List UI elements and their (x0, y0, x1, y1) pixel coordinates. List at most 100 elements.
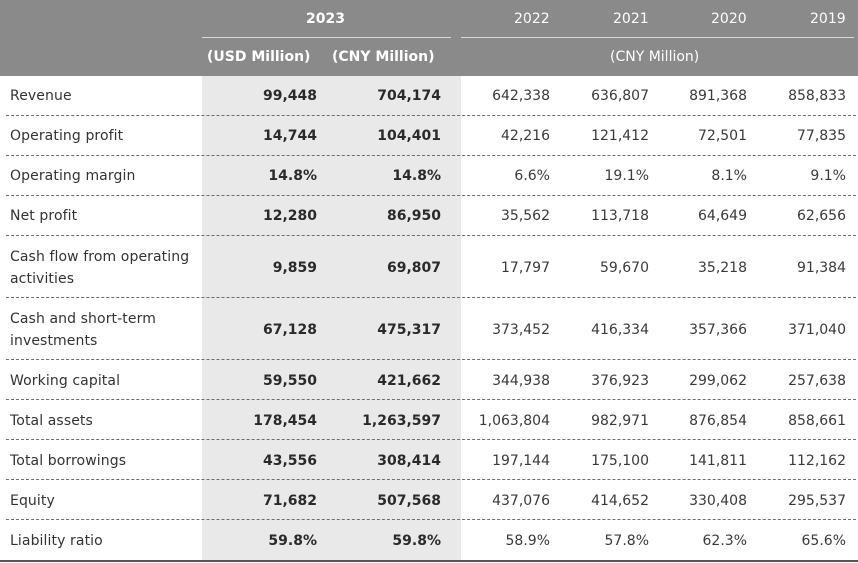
header-cny-million: (CNY Million) (332, 49, 435, 65)
header-year-2021: 2021 (613, 11, 649, 27)
table-bottom-border (0, 560, 858, 562)
table-row: Liability ratio 59.8% 59.8% 58.9% 57.8% … (0, 520, 858, 560)
value-2023-usd: 9,859 (272, 260, 317, 276)
table-row: Total borrowings 43,556 308,414 197,144 … (0, 440, 858, 480)
value-2021: 175,100 (591, 453, 649, 469)
value-2023-cny: 421,662 (377, 373, 441, 389)
header-year-2019: 2019 (810, 11, 846, 27)
value-2022: 642,338 (492, 88, 550, 104)
value-2019: 77,835 (797, 128, 846, 144)
value-2019: 62,656 (797, 208, 846, 224)
value-2022: 6.6% (514, 168, 550, 184)
value-2023-cny: 86,950 (386, 208, 441, 224)
value-2021: 416,334 (591, 322, 649, 338)
value-2020: 64,649 (698, 208, 747, 224)
row-label: Total borrowings (10, 453, 127, 469)
value-2023-usd: 67,128 (262, 322, 317, 338)
row-label: Working capital (10, 373, 121, 389)
value-2020: 330,408 (689, 493, 747, 509)
row-divider (6, 235, 856, 236)
value-2022: 1,063,804 (478, 413, 550, 429)
value-2023-cny: 308,414 (377, 453, 441, 469)
value-2022: 437,076 (492, 493, 550, 509)
value-2023-cny: 507,568 (377, 493, 441, 509)
value-2022: 42,216 (501, 128, 550, 144)
table-row: Cash and short-term investments 67,128 4… (0, 298, 858, 360)
header-history-divider (461, 37, 854, 38)
row-label: Operating profit (10, 128, 124, 144)
value-2021: 121,412 (591, 128, 649, 144)
value-2023-cny: 59.8% (392, 533, 441, 549)
value-2019: 295,537 (788, 493, 846, 509)
row-divider (6, 155, 856, 156)
value-2023-usd: 59.8% (268, 533, 317, 549)
value-2021: 414,652 (591, 493, 649, 509)
value-2021: 982,971 (591, 413, 649, 429)
value-2023-usd: 14,744 (262, 128, 317, 144)
value-2021: 57.8% (604, 533, 649, 549)
value-2022: 35,562 (501, 208, 550, 224)
value-2023-cny: 1,263,597 (362, 413, 441, 429)
value-2019: 257,638 (788, 373, 846, 389)
value-2023-usd: 43,556 (262, 453, 317, 469)
row-divider (6, 519, 856, 520)
header-usd-million: (USD Million) (207, 49, 311, 65)
table-row: Working capital 59,550 421,662 344,938 3… (0, 360, 858, 400)
value-2023-cny: 475,317 (377, 322, 441, 338)
value-2022: 344,938 (492, 373, 550, 389)
row-divider (6, 195, 856, 196)
row-divider (6, 359, 856, 360)
value-2021: 376,923 (591, 373, 649, 389)
row-label: Cash flow from operating activities (10, 249, 190, 287)
value-2019: 858,661 (788, 413, 846, 429)
row-label: Revenue (10, 88, 72, 104)
table-row: Operating profit 14,744 104,401 42,216 1… (0, 116, 858, 156)
value-2020: 35,218 (698, 260, 747, 276)
table-row: Operating margin 14.8% 14.8% 6.6% 19.1% … (0, 156, 858, 196)
value-2023-cny: 14.8% (392, 168, 441, 184)
table-row: Cash flow from operating activities 9,85… (0, 236, 858, 298)
value-2022: 58.9% (505, 533, 550, 549)
year-2023-column-shading (202, 76, 461, 561)
header-year-2023: 2023 (306, 11, 345, 27)
row-divider (6, 479, 856, 480)
value-2023-cny: 704,174 (377, 88, 441, 104)
value-2020: 891,368 (689, 88, 747, 104)
value-2022: 373,452 (492, 322, 550, 338)
value-2020: 299,062 (689, 373, 747, 389)
value-2023-cny: 69,807 (386, 260, 441, 276)
value-2019: 91,384 (797, 260, 846, 276)
row-label: Operating margin (10, 168, 136, 184)
header-2023-divider (202, 37, 451, 38)
row-label: Liability ratio (10, 533, 103, 549)
header-year-2020: 2020 (711, 11, 747, 27)
value-2023-usd: 14.8% (268, 168, 317, 184)
header-year-2022: 2022 (514, 11, 550, 27)
value-2021: 636,807 (591, 88, 649, 104)
table-row: Total assets 178,454 1,263,597 1,063,804… (0, 400, 858, 440)
value-2023-usd: 178,454 (253, 413, 317, 429)
row-label: Net profit (10, 208, 78, 224)
value-2023-usd: 71,682 (262, 493, 317, 509)
value-2023-usd: 12,280 (262, 208, 317, 224)
value-2019: 9.1% (810, 168, 846, 184)
row-divider (6, 297, 856, 298)
value-2020: 141,811 (689, 453, 747, 469)
value-2019: 371,040 (788, 322, 846, 338)
value-2020: 62.3% (702, 533, 747, 549)
value-2021: 19.1% (604, 168, 649, 184)
value-2019: 858,833 (788, 88, 846, 104)
header-history-unit: (CNY Million) (610, 49, 700, 65)
value-2022: 197,144 (492, 453, 550, 469)
value-2019: 112,162 (788, 453, 846, 469)
value-2020: 876,854 (689, 413, 747, 429)
value-2021: 113,718 (591, 208, 649, 224)
value-2019: 65.6% (801, 533, 846, 549)
value-2020: 72,501 (698, 128, 747, 144)
value-2021: 59,670 (600, 260, 649, 276)
row-label: Cash and short-term investments (10, 311, 156, 349)
row-label: Total assets (10, 413, 93, 429)
value-2022: 17,797 (501, 260, 550, 276)
value-2020: 8.1% (711, 168, 747, 184)
